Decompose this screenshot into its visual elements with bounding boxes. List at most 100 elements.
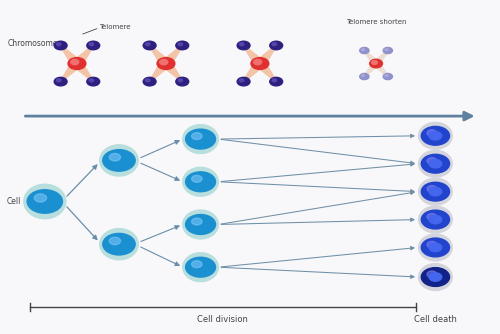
Circle shape xyxy=(270,41,282,50)
Circle shape xyxy=(427,213,437,220)
Circle shape xyxy=(160,59,168,65)
Circle shape xyxy=(254,59,262,65)
Polygon shape xyxy=(74,45,94,63)
Circle shape xyxy=(422,182,450,201)
Circle shape xyxy=(272,43,276,46)
Circle shape xyxy=(427,185,437,192)
Ellipse shape xyxy=(418,150,452,177)
Circle shape xyxy=(383,73,392,79)
Polygon shape xyxy=(363,64,378,77)
Text: Cell division: Cell division xyxy=(198,315,248,324)
Circle shape xyxy=(54,41,67,50)
Text: Cell death: Cell death xyxy=(414,315,457,324)
Circle shape xyxy=(157,58,175,69)
Circle shape xyxy=(186,129,216,149)
Polygon shape xyxy=(164,45,184,63)
Polygon shape xyxy=(74,64,94,82)
Circle shape xyxy=(186,257,216,277)
Circle shape xyxy=(237,77,250,86)
Ellipse shape xyxy=(183,125,218,154)
Circle shape xyxy=(429,215,442,224)
Circle shape xyxy=(56,43,61,46)
Circle shape xyxy=(362,48,364,51)
Circle shape xyxy=(143,77,156,86)
Circle shape xyxy=(89,79,94,82)
Ellipse shape xyxy=(24,184,66,219)
Circle shape xyxy=(186,172,216,192)
Polygon shape xyxy=(164,64,184,82)
Circle shape xyxy=(427,158,437,164)
Circle shape xyxy=(385,74,388,77)
Circle shape xyxy=(56,79,61,82)
Circle shape xyxy=(103,233,135,255)
Circle shape xyxy=(427,130,437,136)
Polygon shape xyxy=(60,45,80,63)
Circle shape xyxy=(272,79,276,82)
Circle shape xyxy=(251,58,269,69)
Circle shape xyxy=(370,59,382,68)
Ellipse shape xyxy=(418,234,452,261)
Ellipse shape xyxy=(100,145,138,176)
Polygon shape xyxy=(242,45,262,63)
Polygon shape xyxy=(363,50,378,63)
Circle shape xyxy=(237,41,250,50)
Circle shape xyxy=(176,77,188,86)
Circle shape xyxy=(34,194,46,202)
Circle shape xyxy=(146,79,150,82)
Circle shape xyxy=(178,43,182,46)
Circle shape xyxy=(68,58,86,69)
Polygon shape xyxy=(242,64,262,82)
Circle shape xyxy=(360,47,369,54)
Polygon shape xyxy=(258,45,278,63)
Circle shape xyxy=(427,271,437,278)
Circle shape xyxy=(192,261,202,268)
Circle shape xyxy=(186,214,216,234)
Circle shape xyxy=(103,150,135,171)
Circle shape xyxy=(110,237,120,245)
Circle shape xyxy=(89,43,94,46)
Polygon shape xyxy=(374,64,389,77)
Circle shape xyxy=(360,73,369,79)
Circle shape xyxy=(70,59,78,65)
Polygon shape xyxy=(148,45,169,63)
Circle shape xyxy=(192,133,202,140)
Circle shape xyxy=(422,154,450,173)
Circle shape xyxy=(422,268,450,287)
Text: Cell: Cell xyxy=(7,197,22,206)
Circle shape xyxy=(422,210,450,229)
Circle shape xyxy=(178,79,182,82)
Circle shape xyxy=(372,60,378,64)
Circle shape xyxy=(87,41,100,50)
Circle shape xyxy=(176,41,188,50)
Circle shape xyxy=(422,126,450,145)
Circle shape xyxy=(192,175,202,182)
Circle shape xyxy=(270,77,282,86)
Text: Telomere shorten: Telomere shorten xyxy=(346,19,407,25)
Polygon shape xyxy=(374,50,389,63)
Ellipse shape xyxy=(418,178,452,205)
Polygon shape xyxy=(258,64,278,82)
Circle shape xyxy=(110,153,120,161)
Circle shape xyxy=(27,190,63,213)
Circle shape xyxy=(429,160,442,168)
Circle shape xyxy=(146,43,150,46)
Circle shape xyxy=(429,132,442,140)
Ellipse shape xyxy=(418,122,452,149)
Circle shape xyxy=(429,273,442,281)
Text: Chromosome: Chromosome xyxy=(8,39,58,48)
Circle shape xyxy=(87,77,100,86)
Circle shape xyxy=(422,238,450,257)
Ellipse shape xyxy=(183,253,218,282)
Polygon shape xyxy=(60,64,80,82)
Text: Telomere: Telomere xyxy=(99,24,130,30)
Circle shape xyxy=(240,79,244,82)
Ellipse shape xyxy=(418,264,452,291)
Circle shape xyxy=(240,43,244,46)
Circle shape xyxy=(429,243,442,252)
Circle shape xyxy=(54,77,67,86)
Ellipse shape xyxy=(183,210,218,239)
Circle shape xyxy=(362,74,364,77)
Circle shape xyxy=(385,48,388,51)
Circle shape xyxy=(383,47,392,54)
Circle shape xyxy=(427,241,437,248)
